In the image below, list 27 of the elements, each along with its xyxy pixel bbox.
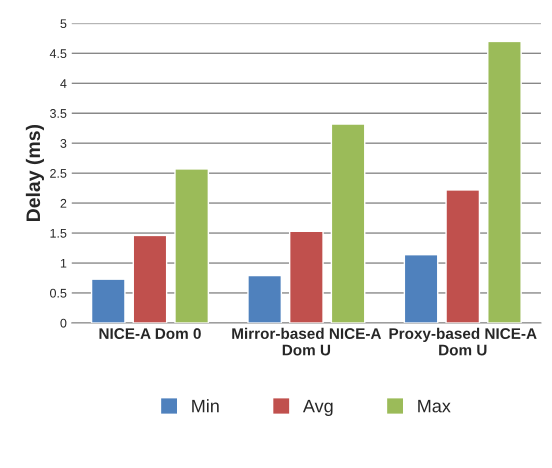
x-tick-label: NICE-A Dom 0 (99, 328, 201, 340)
x-tick-label: Mirror-based NICE-A Dom U (232, 328, 382, 356)
bar (174, 168, 210, 323)
bar (288, 230, 324, 323)
y-tick-label: 1 (60, 258, 66, 268)
legend-label: Min (192, 399, 219, 412)
y-tick-label: 3 (60, 139, 66, 148)
y-axis-title: Delay (ms) (26, 124, 44, 222)
bar (247, 274, 282, 323)
bar (445, 189, 480, 323)
y-tick-label: 3.5 (50, 109, 66, 118)
y-tick-label: 2 (60, 198, 66, 208)
y-tick-label: 5 (60, 19, 66, 28)
y-tick-label: 4.5 (50, 49, 66, 58)
x-tick-label: Proxy-based NICE-A Dom U (390, 328, 537, 356)
bar (404, 254, 438, 323)
bar (132, 234, 168, 323)
y-tick-label: 1.5 (50, 228, 66, 238)
y-tick-label: 0.5 (50, 288, 66, 298)
y-tick-label: 0 (60, 318, 66, 328)
y-tick-label: 2.5 (50, 168, 66, 178)
legend-label: Avg (302, 400, 333, 416)
bar (330, 123, 366, 323)
bar (487, 40, 522, 323)
y-tick-label: 4 (60, 79, 67, 88)
legend-label: Max (418, 400, 451, 412)
bar (90, 278, 126, 323)
